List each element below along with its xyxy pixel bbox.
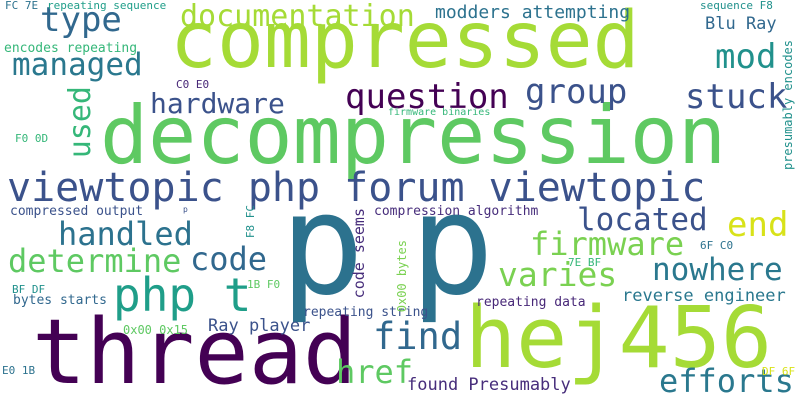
word-1b-f0: 1B F0 [247,278,281,291]
word-sequence-f8: sequence F8 [700,0,773,12]
word-located: located [577,202,708,238]
word-end: end [727,205,789,245]
word-repeating-data: repeating data [476,295,586,310]
word-firmware-binaries: firmware binaries [388,107,491,118]
word-code: code [190,240,268,278]
word-e0-1b: E0 1B [2,364,36,377]
word-stuck: stuck [685,77,788,117]
word-modders-attempting: modders attempting [435,2,631,23]
word-blu-ray: Blu Ray [705,14,777,34]
word-presumably-encodes: presumably encodes [781,40,795,171]
word-group: group [525,72,628,112]
word-compressed: compressed [170,0,640,86]
word-p-large-1: p [280,164,365,327]
word-repeating-string: repeating string [303,305,429,320]
word-managed: managed [12,47,143,83]
word-c0-e0: C0 E0 [176,78,210,91]
word-hardware: hardware [150,87,285,120]
word-decompression: decompression [100,89,727,182]
word-0x00-0x15: 0x00 0x15 [123,323,189,337]
word-ray-player: Ray player [208,316,311,336]
word-determine: determine [8,242,182,280]
word-f8-fc: F8 FC [244,205,257,239]
word-p-large-2: p [410,164,495,327]
word-varies: varies [498,255,618,294]
word-firmware: firmware [530,225,685,263]
word-f0-0d: F0 0D [15,132,49,145]
word-thread: thread [32,300,358,400]
word-p-small: p [183,205,188,214]
word-efforts: efforts [659,362,794,400]
word-href: href [336,353,414,391]
word-bytes-starts: bytes starts [13,293,107,308]
word-bf-df: BF DF [12,283,46,296]
word-nowhere: nowhere [652,252,783,288]
word-find: find [373,315,463,358]
word-used: used [63,86,98,159]
word-viewtopic-php-forum-viewtopic: viewtopic php forum viewtopic [7,165,706,211]
word-found-presumably: found Presumably [407,375,571,395]
word-type: type [40,0,122,40]
word-code-seems: code seems [350,208,368,299]
word-question: question [345,77,509,117]
word-php-t: php t [113,268,252,322]
word-fc-7e: FC 7E [5,0,39,12]
word-7e-bf: 7E BF [568,256,602,269]
word-reverse-engineer: reverse engineer [622,286,786,306]
word-df-6f: DF 6F [762,365,796,378]
word-0x00-bytes: 0x00 bytes [395,240,409,313]
word-compressed-output: compressed output [10,204,144,219]
word-mod: mod [715,37,777,77]
word-encodes-repeating: encodes repeating [4,41,138,56]
word-repeating-sequence: repeating sequence [47,0,167,12]
word-documentation: documentation [180,0,415,34]
word-hej456: hej456 [465,289,773,388]
word-handled: handled [58,215,193,253]
word-compression-algorithm: compression algorithm [374,204,539,219]
word-6f-c0: 6F C0 [700,239,734,252]
